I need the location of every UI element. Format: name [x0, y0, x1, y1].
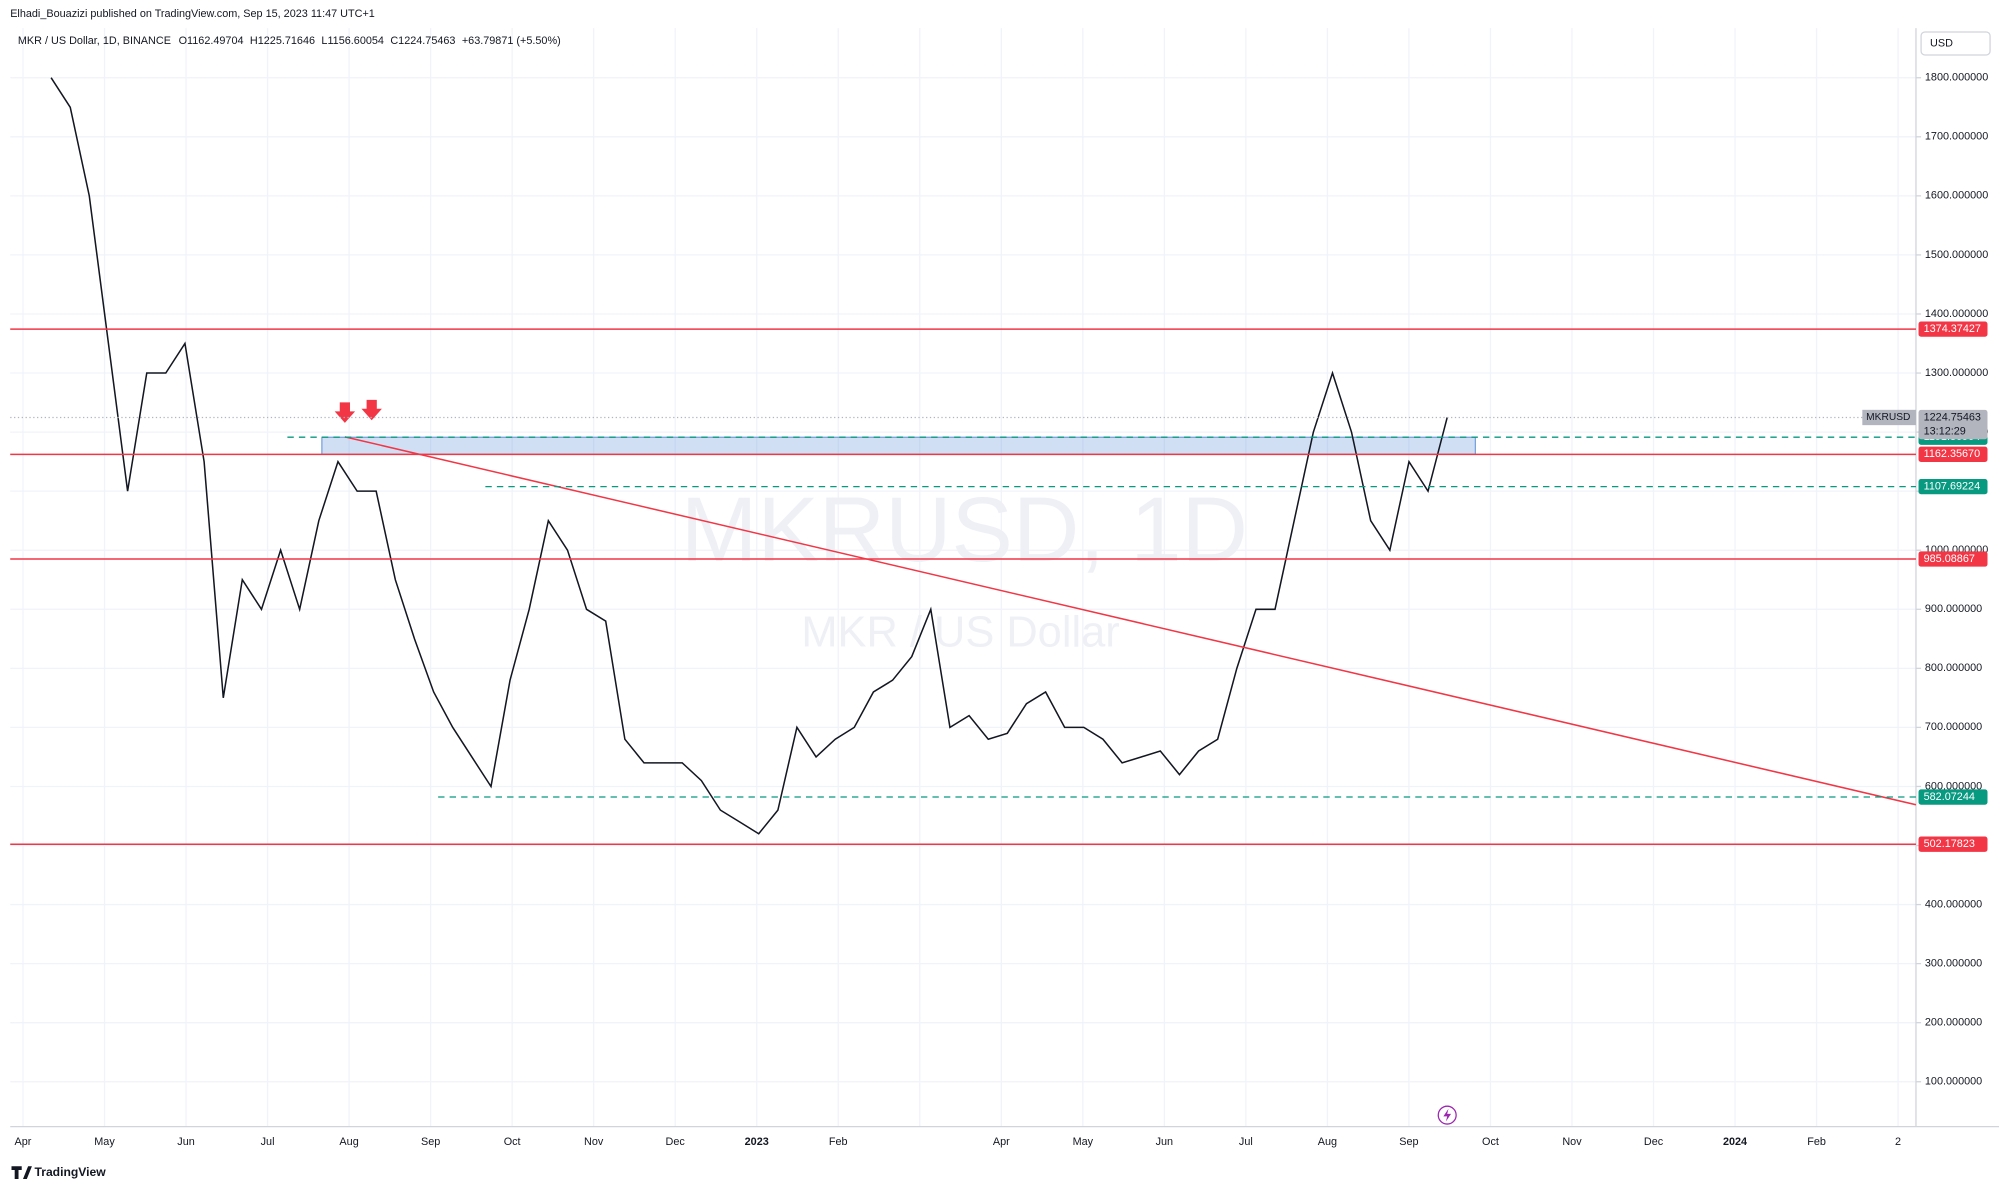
- legend-item: +63.79871 (+5.50%): [462, 35, 561, 47]
- x-tick-label: Aug: [1318, 1136, 1337, 1148]
- x-tick-label: Oct: [504, 1136, 521, 1148]
- footer-logo: TradingView: [34, 1165, 106, 1179]
- level-label: 985.08867: [1924, 553, 1975, 565]
- level-label: 1162.35670: [1924, 448, 1981, 460]
- x-tick-label: Nov: [584, 1136, 604, 1148]
- x-tick-label: Jun: [1156, 1136, 1173, 1148]
- y-tick-label: 1600.000000: [1925, 190, 1988, 202]
- x-tick-label: 2023: [745, 1136, 769, 1148]
- arrow: [361, 399, 382, 421]
- x-tick-label: Jul: [261, 1136, 275, 1148]
- y-tick-label: 100.000000: [1925, 1076, 1982, 1088]
- last-price-box: [1918, 409, 1988, 440]
- level-label-box: [1918, 321, 1988, 337]
- y-tick-label: 1500.000000: [1925, 249, 1988, 261]
- level-label-box: [1918, 478, 1988, 495]
- level-label: 582.07244: [1924, 791, 1975, 803]
- x-tick-label: 2024: [1723, 1136, 1747, 1148]
- legend-item: L1156.60054: [321, 35, 384, 47]
- legend-title: MKR / US Dollar, 1D, BINANCE: [18, 35, 171, 47]
- level-label-box: [1918, 836, 1988, 852]
- y-tick-label: 900.000000: [1925, 603, 1982, 615]
- resistance-zone: [321, 436, 1476, 455]
- x-tick-label: Jul: [1239, 1136, 1253, 1148]
- y-tick-label: 1300.000000: [1925, 367, 1988, 379]
- level-label: 502.17823: [1924, 838, 1975, 850]
- x-tick-label: Feb: [1807, 1136, 1826, 1148]
- last-price-label: 1224.75463: [1924, 411, 1981, 423]
- legend-item: O1162.49704: [179, 35, 244, 47]
- y-tick-label: 800.000000: [1925, 662, 1982, 674]
- event-icon[interactable]: [1437, 1105, 1457, 1125]
- currency-label[interactable]: USD: [1930, 37, 1953, 49]
- y-tick-label: 400.000000: [1925, 898, 1982, 910]
- price-line: [50, 77, 1448, 835]
- logo-icon: [11, 1166, 32, 1179]
- x-tick-label: Feb: [829, 1136, 848, 1148]
- y-tick-label: 600.000000: [1925, 780, 1982, 792]
- level-label-box: [1918, 446, 1988, 462]
- y-tick-label: 1400.000000: [1925, 308, 1988, 320]
- y-tick-label: 200.000000: [1925, 1017, 1982, 1029]
- y-tick-label: 700.000000: [1925, 721, 1982, 733]
- x-tick-label: Jun: [177, 1136, 194, 1148]
- y-tick-label: 1700.000000: [1925, 131, 1988, 143]
- x-tick-label: Aug: [339, 1136, 358, 1148]
- legend-item: H1225.71646: [250, 35, 315, 47]
- grid: [10, 28, 1916, 1127]
- symbol-label: MKRUSD: [1866, 412, 1910, 423]
- x-tick-label: 2: [1895, 1136, 1901, 1148]
- legend-item: C1224.75463: [390, 35, 455, 47]
- event-icon-bolt: [1443, 1108, 1452, 1122]
- y-tick-label: 300.000000: [1925, 957, 1982, 969]
- x-tick-label: May: [94, 1136, 115, 1148]
- currency-button[interactable]: [1920, 31, 1991, 56]
- level-label: 1374.37427: [1924, 323, 1981, 335]
- trendline: [344, 436, 1917, 806]
- x-tick-label: Dec: [1644, 1136, 1664, 1148]
- x-tick-label: Sep: [1399, 1136, 1418, 1148]
- x-tick-label: Apr: [993, 1136, 1010, 1148]
- x-tick-label: Dec: [666, 1136, 686, 1148]
- x-tick-label: Sep: [421, 1136, 440, 1148]
- y-tick-label: 1800.000000: [1925, 72, 1988, 84]
- watermark: MKRUSD, 1D: [681, 479, 1248, 581]
- x-tick-label: Oct: [1482, 1136, 1499, 1148]
- publish-header: Elhadi_Bouazizi published on TradingView…: [10, 8, 375, 20]
- level-label-box: [1918, 551, 1988, 567]
- x-tick-label: Apr: [15, 1136, 32, 1148]
- watermark-subtitle: MKR / US Dollar: [801, 608, 1119, 656]
- countdown: 13:12:29: [1924, 425, 1966, 437]
- x-tick-label: May: [1073, 1136, 1094, 1148]
- level-label-box: [1918, 789, 1988, 805]
- level-label: 1107.69224: [1924, 480, 1981, 492]
- x-tick-label: Nov: [1562, 1136, 1582, 1148]
- symbol-label-box: [1862, 409, 1916, 426]
